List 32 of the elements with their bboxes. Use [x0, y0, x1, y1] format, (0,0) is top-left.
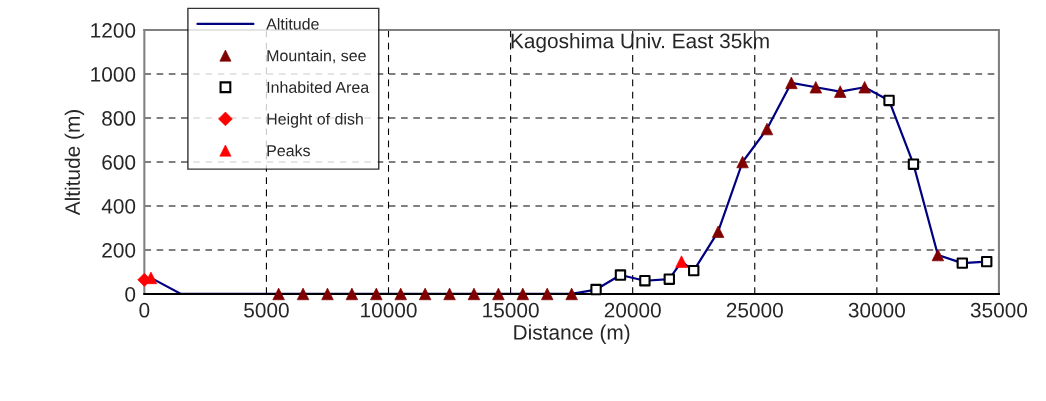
- y-tick-label: 600: [102, 155, 136, 170]
- x-tick-label: 20000: [604, 302, 661, 318]
- y-tick-label: 1000: [91, 67, 136, 82]
- x-tick-label: 25000: [726, 302, 783, 318]
- y-tick-label: 1200: [91, 23, 136, 38]
- chart-title: Kagoshima Univ. East 35km: [511, 33, 769, 53]
- point: [590, 283, 602, 296]
- x-tick-label: 15000: [483, 302, 539, 318]
- point: [639, 275, 651, 287]
- legend-label: Height of dish: [267, 112, 363, 128]
- point: [956, 257, 968, 269]
- x-tick-label: 35000: [970, 302, 1028, 318]
- legend-label: Mountain, see: [267, 49, 366, 64]
- point: [663, 273, 675, 285]
- legend-label: Peaks: [267, 144, 310, 157]
- x-tick-label: 10000: [361, 302, 417, 318]
- y-axis-title: Altitude (m): [64, 110, 85, 216]
- legend-label: Altitude: [266, 17, 319, 30]
- y-tick-label: 800: [102, 111, 136, 126]
- x-tick-label: 0: [139, 302, 150, 318]
- y-tick-label: 200: [102, 242, 136, 258]
- x-axis-title: Distance (m): [514, 324, 630, 344]
- y-tick-label: 400: [101, 198, 136, 214]
- legend-label: Inhabited Area: [267, 81, 370, 94]
- y-tick-label: 0: [125, 286, 136, 302]
- point: [688, 264, 700, 277]
- point: [614, 269, 627, 281]
- x-tick-label: 30000: [848, 302, 905, 318]
- point: [883, 94, 895, 107]
- point: [981, 255, 993, 268]
- point: [907, 158, 920, 170]
- x-tick-label: 5000: [244, 302, 289, 318]
